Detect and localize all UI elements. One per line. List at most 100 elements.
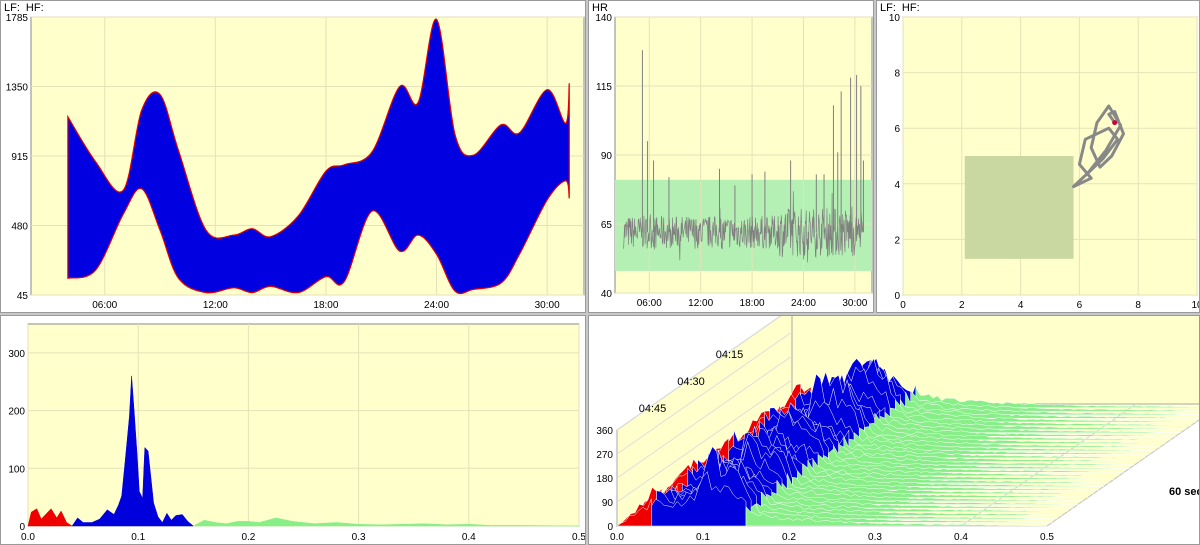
- x-tick-label: 30:00: [535, 300, 560, 311]
- power-spectrum-chart: 0 100 200 300 0.0 0.1 0.2 0.3 0.4 0.5: [8, 323, 586, 543]
- y-tick-label: 45: [17, 291, 29, 302]
- spectrum-slice: [822, 454, 1125, 473]
- spectrum-slice: [766, 493, 1068, 512]
- plot-area: [27, 323, 580, 527]
- spectrum-slice: [771, 491, 1074, 509]
- x-tick-label: 0.4: [462, 532, 476, 543]
- y-tick-label: 115: [596, 82, 612, 93]
- x-tick-label: 2: [959, 300, 965, 311]
- x-tick-label: 10: [1191, 300, 1200, 311]
- x-tick-label: 18:00: [313, 300, 338, 311]
- z-gridline: [616, 331, 793, 455]
- spectrum-slice: [797, 469, 1100, 491]
- z-tick-label: 180: [596, 474, 613, 485]
- y-tick-label: 200: [8, 407, 25, 418]
- lfhf-ratio-chart: 0 2 4 6 8 10 0 2 4 6 8 10: [889, 13, 1200, 311]
- x-tick-label: 12:00: [688, 298, 713, 309]
- spectrum-slice: [792, 476, 1094, 494]
- x-tick-label: 0.5: [572, 532, 586, 543]
- x-tick-label: 4: [1018, 300, 1024, 311]
- reference-zone: [964, 156, 1074, 259]
- spectrum-slice: [848, 438, 1151, 455]
- x-tick-label: 0.0: [610, 532, 624, 543]
- y-tick-label: 90: [601, 151, 613, 162]
- z-gridline: [616, 316, 782, 431]
- x-tick-label: 0.3: [868, 532, 882, 543]
- hr-trace: [623, 191, 864, 263]
- x-tick-label: 24:00: [424, 300, 449, 311]
- z-tick-label: 360: [596, 426, 613, 437]
- x-tick-label: 0.4: [954, 532, 968, 543]
- spectrum-slice: [651, 471, 747, 527]
- lfhf-trend-chart: 45 480 915 1350 1785 06:00 12:00 18:00 24:00 30:0…: [6, 13, 585, 311]
- x-tick-label: 8: [1135, 300, 1141, 311]
- x-tick-label: 18:00: [740, 298, 765, 309]
- y-tick-label: 480: [11, 222, 28, 233]
- y-tick-label: 8: [894, 69, 900, 80]
- x-tick-label: 0.5: [1040, 532, 1054, 543]
- y-tick-label: 40: [601, 289, 613, 300]
- spectrum-slice: [879, 415, 1181, 433]
- y-tick-label: 1350: [6, 83, 29, 94]
- time-tick-label: 04:15: [716, 349, 744, 361]
- lfhf-ratio-panel: LF:HF: 0 2 4 6 8 10 0 2 4 6 8 10: [876, 0, 1200, 313]
- band-lf-area: [71, 375, 194, 527]
- y-tick-label: 915: [11, 152, 28, 163]
- x-tick-label: 0.1: [131, 532, 145, 543]
- spectrum-slice: [864, 426, 1166, 444]
- y-tick-label: 2: [894, 235, 900, 246]
- lfhf-band-area: [67, 18, 570, 295]
- spectrum-slice: [915, 386, 1199, 408]
- z-gridline: [616, 355, 793, 479]
- x-tick-label: 0.1: [696, 532, 710, 543]
- y-tick-label: 0: [894, 291, 900, 302]
- spectrum-slice: [889, 407, 1192, 426]
- y-tick-label: 10: [889, 13, 901, 24]
- x-tick-label: 0.3: [352, 532, 366, 543]
- y-tick-label: 140: [595, 13, 612, 24]
- power-spectrum-panel: 0 100 200 300 0.0 0.1 0.2 0.3 0.4 0.5: [0, 315, 586, 545]
- heart-rate-title: HR: [592, 2, 608, 14]
- x-tick-label: 24:00: [791, 298, 816, 309]
- lfhf-trend-panel: LF: HF: 45 480 915 1350 1785 06:00 12:00 18:00 24…: [0, 0, 586, 313]
- lfhf-trend-title: LF: HF:: [4, 2, 44, 14]
- band-vlf-area: [27, 508, 73, 527]
- spectrum-slice: [884, 411, 1187, 430]
- z-tick-label: 0: [607, 522, 613, 533]
- heart-rate-panel: HR 40 65 90 115 140 06:00 12:00 18:00 24:00 30:00: [588, 0, 874, 313]
- spectrum-slice: [812, 458, 1115, 480]
- y-tick-label: 4: [894, 180, 900, 191]
- time-tick-label: 04:45: [639, 403, 667, 415]
- time-tick-label: 04:30: [677, 376, 705, 388]
- x-tick-label: 30:00: [842, 298, 867, 309]
- x-tick-label: 6: [1077, 300, 1083, 311]
- y-tick-label: 1785: [6, 13, 29, 24]
- y-tick-label: 6: [894, 124, 900, 135]
- x-tick-label: 06:00: [637, 298, 662, 309]
- spectrum-slice: [756, 502, 1058, 520]
- heart-rate-chart: 40 65 90 115 140 06:00 12:00 18:00 24:00 30:00: [595, 13, 873, 309]
- x-tick-label: 06:00: [92, 300, 117, 311]
- spectrum-slice: [781, 482, 1084, 502]
- x-tick-label: 0.0: [21, 532, 35, 543]
- lfhf-trajectory: [1072, 104, 1125, 189]
- spectrum-slice: [750, 503, 1053, 523]
- spectrum-3d-chart: 0.0 0.1 0.2 0.3 0.4 0.5 0 90 180 270 360 04:45 04:30…: [596, 316, 1199, 543]
- y-tick-label: 0: [19, 522, 25, 533]
- spectrum-3d-panel: 0.0 0.1 0.2 0.3 0.4 0.5 0 90 180 270 360 04:45 04:30…: [588, 315, 1200, 545]
- spectrum-slice: [745, 505, 1048, 527]
- z-tick-label: 90: [602, 498, 614, 509]
- spectrum-slice: [838, 443, 1140, 462]
- band-hf-area: [193, 517, 580, 527]
- z-tick-label: 270: [596, 450, 613, 461]
- x-tick-label: 12:00: [203, 300, 228, 311]
- x-tick-label: 0.2: [782, 532, 796, 543]
- spectrum-slice: [858, 427, 1161, 448]
- window-length-label: 60 sec: [1169, 486, 1200, 498]
- lfhf-ratio-title: LF: HF:: [880, 2, 920, 14]
- y-tick-label: 65: [601, 220, 613, 231]
- current-point: [1112, 120, 1118, 126]
- spectrum-slice: [853, 432, 1156, 451]
- x-tick-label: 0: [900, 300, 906, 311]
- y-tick-label: 100: [8, 464, 25, 475]
